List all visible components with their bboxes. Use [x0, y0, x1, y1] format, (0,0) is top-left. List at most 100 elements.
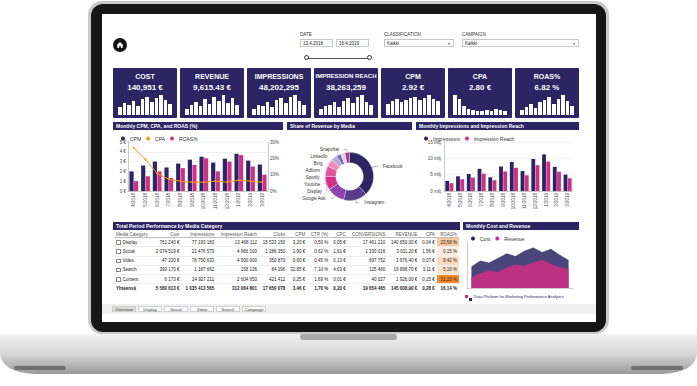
svg-text:7/2018: 7/2018 — [166, 193, 171, 207]
svg-text:Snapchat: Snapchat — [320, 147, 340, 152]
svg-text:Spotify: Spotify — [306, 175, 321, 180]
html-text:6.82 %: 6.82 % — [534, 83, 560, 92]
html-text:Monthly CPM, CPA, and ROAS (%): Monthly CPM, CPA, and ROAS (%) — [116, 123, 198, 129]
html-text:140 650,00 €: 140 650,00 € — [391, 239, 418, 245]
svg-text:Youtube: Youtube — [304, 182, 321, 187]
svg-text:2/2019: 2/2019 — [248, 193, 253, 207]
html-text:Monthly Cost and Revenue: Monthly Cost and Revenue — [466, 223, 531, 229]
svg-text:Impression Reach: Impression Reach — [474, 136, 515, 142]
svg-text:11/2018: 11/2018 — [213, 193, 218, 209]
html-text:48,202,295: 48,202,295 — [259, 83, 299, 92]
svg-text:9/2018: 9/2018 — [501, 193, 506, 207]
svg-text:9/2018: 9/2018 — [190, 193, 195, 207]
svg-text:12/2018: 12/2018 — [533, 193, 538, 210]
html-text:REVENUE: REVENUE — [195, 73, 229, 80]
svg-text:11/2018: 11/2018 — [522, 193, 527, 209]
html-text:CONVERSIONS: CONVERSIONS — [351, 231, 386, 237]
svg-text:5 €: 5 € — [119, 139, 126, 145]
svg-text:12/2018: 12/2018 — [225, 193, 230, 210]
html-text:IMPRESSIONS: IMPRESSIONS — [254, 73, 304, 80]
svg-text:5/2018: 5/2018 — [458, 193, 463, 207]
svg-text:7/2018: 7/2018 — [479, 193, 484, 207]
html-text:ROAS%: ROAS% — [440, 231, 457, 237]
svg-text:10/2018: 10/2018 — [201, 193, 206, 210]
svg-text:5/2018: 5/2018 — [143, 193, 148, 207]
svg-text:0 milj.: 0 milj. — [430, 189, 442, 194]
html-text:CPM: CPM — [405, 73, 421, 80]
html-text:23,58 %: 23,58 % — [440, 239, 457, 245]
svg-text:Google Ads: Google Ads — [302, 196, 326, 201]
svg-text:Impressions: Impressions — [433, 136, 460, 142]
html-text:Total Period Performance by Me: Total Period Performance by Media Catego… — [116, 223, 223, 229]
html-text:761 240 €: 761 240 € — [159, 239, 180, 245]
svg-text:3/2019: 3/2019 — [260, 193, 265, 207]
svg-text:Display: Display — [307, 189, 323, 194]
svg-text:LinkedIn: LinkedIn — [310, 154, 328, 159]
html-text:CPA: CPA — [425, 231, 435, 237]
html-text:Impressions: Impressions — [190, 231, 215, 237]
html-text:REVENUE: REVENUE — [395, 231, 418, 237]
html-text:9,615.43 €: 9,615.43 € — [193, 83, 231, 92]
svg-text:Cost: Cost — [480, 236, 491, 242]
html-text:3,20 €: 3,20 € — [292, 239, 306, 245]
html-text:Media Category: Media Category — [116, 231, 148, 237]
html-text:IMPRESSION REACH: IMPRESSION REACH — [315, 73, 377, 79]
svg-text:0%: 0% — [270, 189, 277, 194]
svg-text:CPA: CPA — [155, 136, 166, 142]
html-text:COST: COST — [135, 73, 155, 80]
html-text:77 193 183: 77 193 183 — [191, 239, 215, 245]
html-text:2 074 519 €: 2 074 519 € — [155, 248, 180, 254]
html-text:2.92 €: 2.92 € — [401, 83, 425, 92]
svg-text:8/2018: 8/2018 — [178, 193, 183, 207]
svg-text:1/2019: 1/2019 — [544, 193, 549, 207]
html-text:15 533 150: 15 533 150 — [262, 239, 286, 245]
svg-text:30%: 30% — [270, 140, 279, 145]
html-text:CTR (%): CTR (%) — [310, 231, 329, 237]
html-text:Display: Display — [122, 239, 138, 245]
svg-text:10 milj.: 10 milj. — [428, 156, 442, 161]
html-text:Cost: Cost — [170, 231, 180, 237]
html-text:Impression Reach: Impression Reach — [220, 231, 257, 237]
svg-text:Adform: Adform — [306, 168, 321, 173]
svg-text:Revenue: Revenue — [504, 236, 524, 242]
html-text:0,05 €: 0,05 € — [333, 239, 346, 245]
svg-text:2 €: 2 € — [120, 169, 127, 174]
svg-text:Instagram: Instagram — [364, 200, 384, 205]
html-text:2.80 €: 2.80 € — [468, 83, 492, 92]
svg-text:6/2018: 6/2018 — [468, 193, 473, 207]
svg-text:ROAS%: ROAS% — [179, 136, 198, 142]
html-text:38,263,259: 38,263,259 — [326, 83, 366, 92]
svg-text:4/2018: 4/2018 — [447, 193, 452, 207]
svg-text:Facebook: Facebook — [383, 164, 404, 169]
svg-text:1/2019: 1/2019 — [236, 193, 241, 207]
svg-text:10%: 10% — [270, 172, 279, 177]
html-text:ROAS%: ROAS% — [533, 73, 561, 80]
svg-text:5 milj.: 5 milj. — [430, 172, 442, 177]
html-text:Monthly Impressions and Impres: Monthly Impressions and Impression Reach — [419, 123, 524, 129]
svg-text:20%: 20% — [270, 156, 279, 161]
svg-text:10/2018: 10/2018 — [511, 193, 516, 210]
svg-text:1 €: 1 € — [120, 179, 127, 184]
html-text:Share of Revenue by Media: Share of Revenue by Media — [290, 123, 355, 129]
svg-text:3 €: 3 € — [120, 159, 127, 164]
svg-text:2/2019: 2/2019 — [554, 193, 559, 207]
html-text:17 461 210: 17 461 210 — [362, 239, 386, 245]
html-text:Clicks: Clicks — [273, 231, 286, 237]
svg-text:15 milj.: 15 milj. — [427, 139, 442, 145]
html-text:CPA: CPA — [472, 73, 488, 80]
svg-text:0 €: 0 € — [120, 189, 127, 194]
svg-text:8/2018: 8/2018 — [490, 193, 495, 207]
svg-text:4 €: 4 € — [120, 149, 127, 154]
html-text:0,50 %: 0,50 % — [314, 239, 329, 245]
svg-text:3/2019: 3/2019 — [565, 193, 570, 207]
svg-text:CPM: CPM — [130, 136, 141, 142]
html-text:0,04 €: 0,04 € — [422, 239, 435, 245]
svg-text:Bing: Bing — [313, 161, 323, 166]
html-text:13 468 112: 13 468 112 — [234, 239, 257, 245]
html-text:140,951 €: 140,951 € — [127, 83, 163, 92]
svg-text:6/2018: 6/2018 — [155, 193, 160, 207]
html-text:CPC: CPC — [336, 231, 346, 237]
html-text:CPM: CPM — [295, 231, 306, 237]
html-text:Social: Social — [122, 248, 135, 254]
svg-text:4/2018: 4/2018 — [131, 193, 136, 207]
